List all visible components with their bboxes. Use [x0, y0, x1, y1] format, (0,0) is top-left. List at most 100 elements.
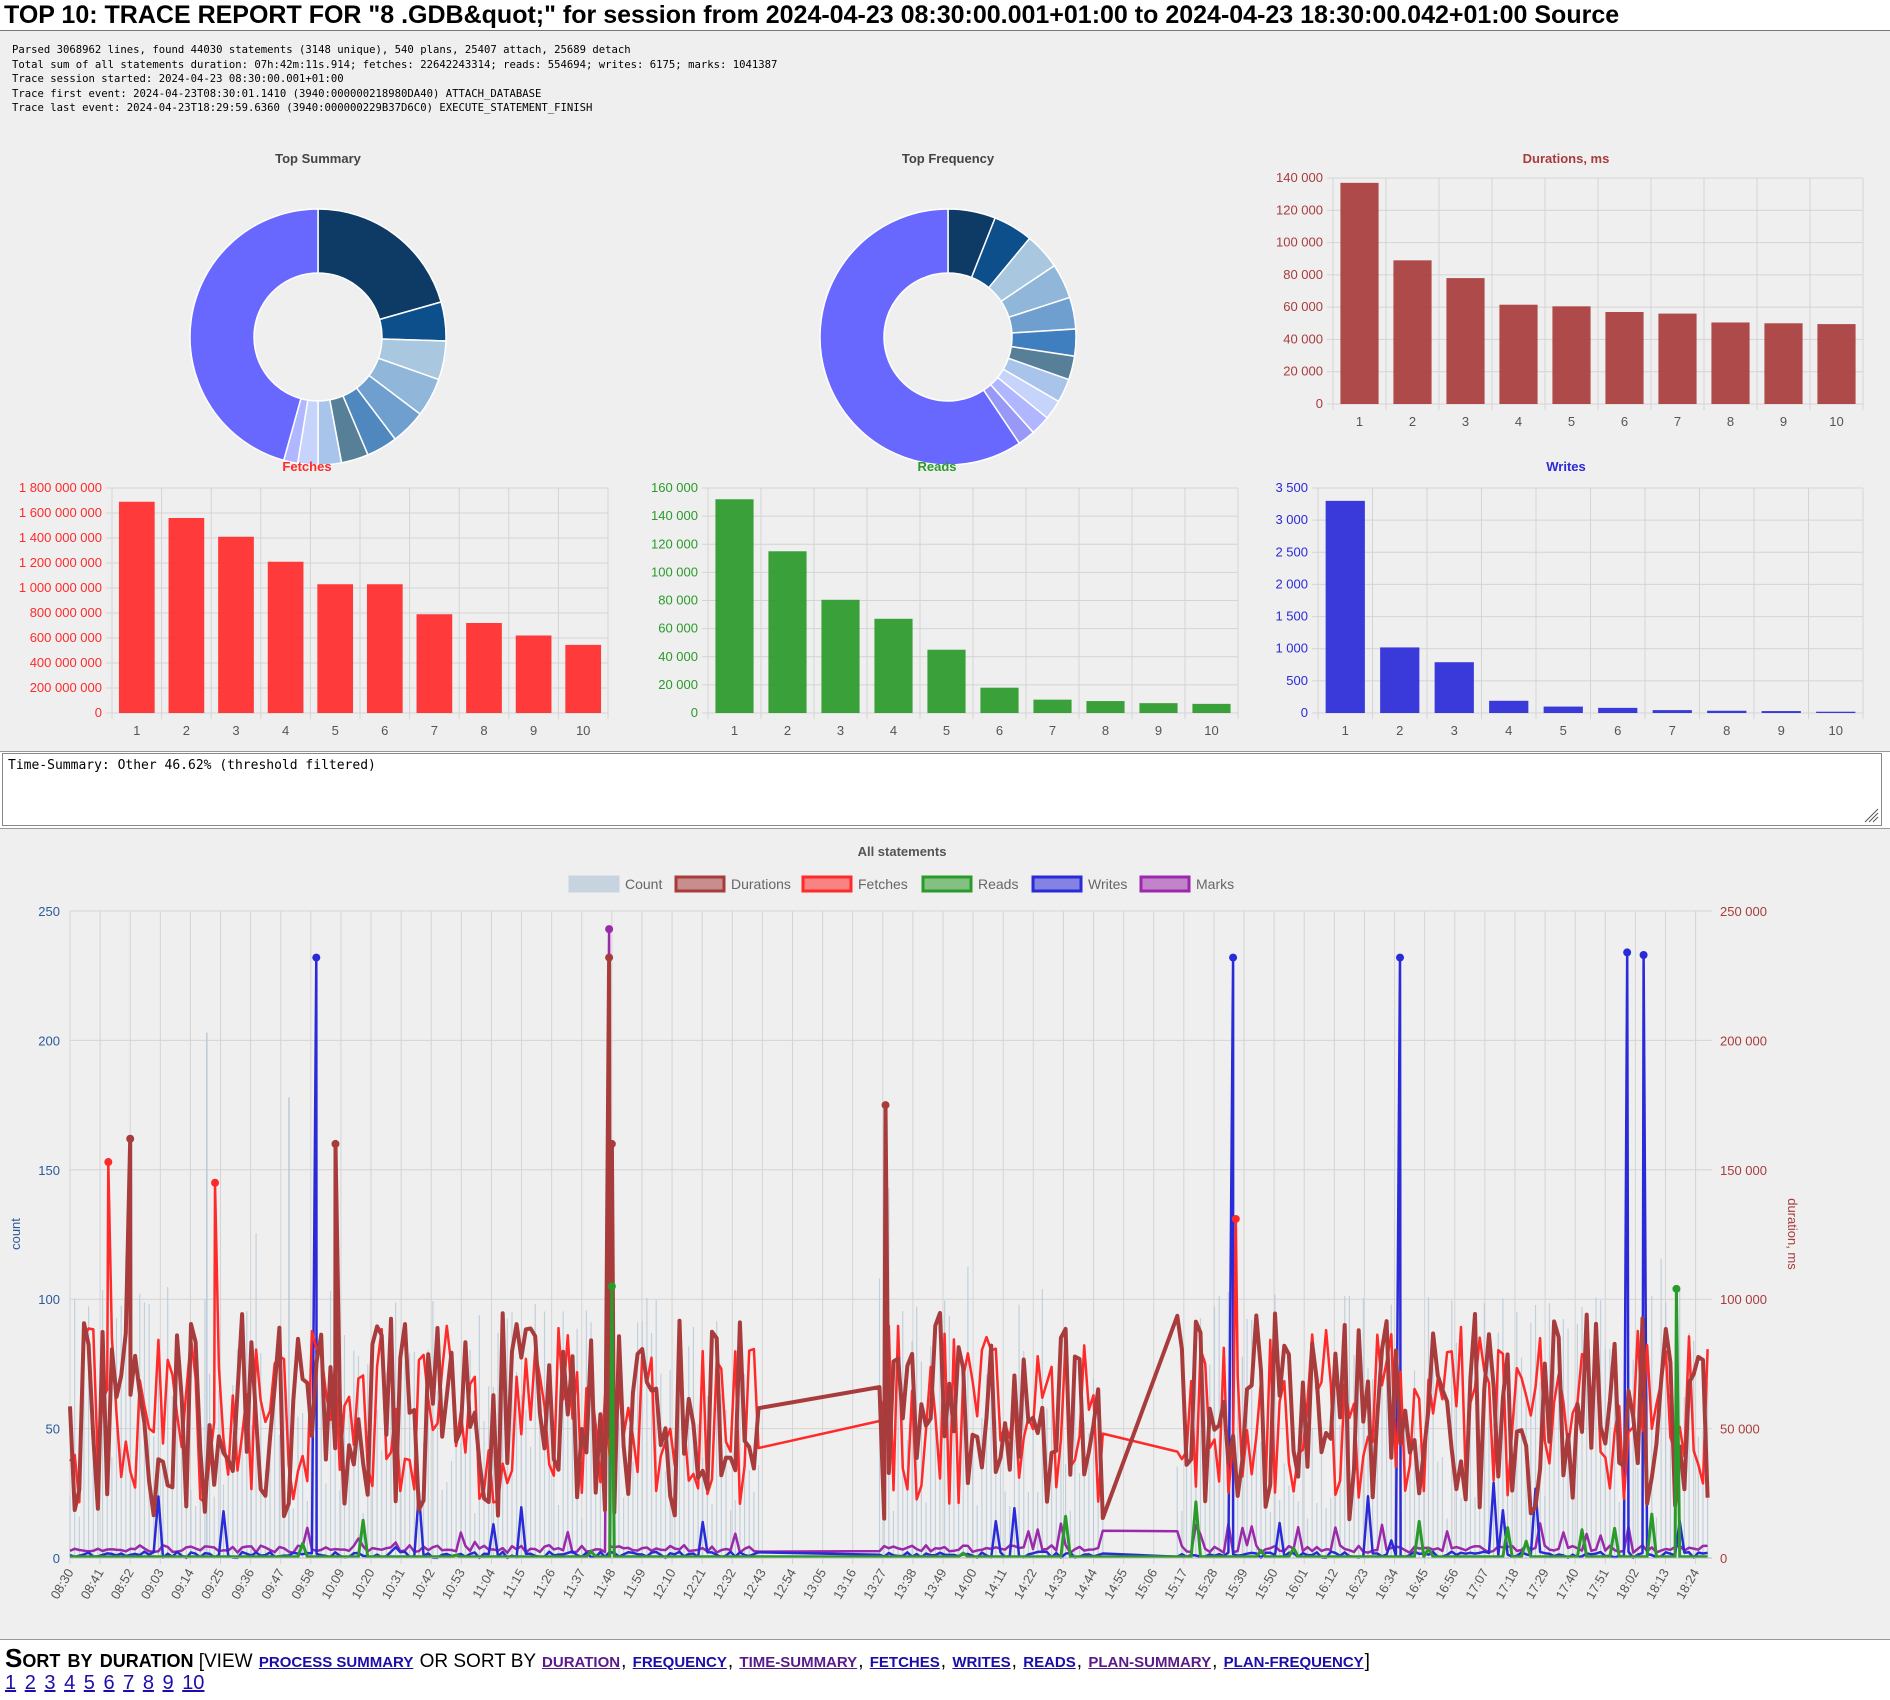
x-tick-label: 13:49 [920, 1566, 949, 1602]
durations-xtick-label: 9 [1780, 414, 1787, 429]
sort-link-writes[interactable]: writes [952, 1654, 1011, 1671]
left-ytick-label: 0 [53, 1551, 60, 1566]
fetches-ytick-label: 800 000 000 [30, 605, 102, 620]
sort-section: Sort by duration [view process summary o… [5, 1643, 1370, 1673]
x-tick-label: 18:13 [1643, 1566, 1672, 1602]
x-tick-label: 13:16 [830, 1566, 859, 1602]
page-link-2[interactable]: 2 [24, 1672, 36, 1694]
left-ytick-label: 250 [38, 904, 60, 919]
legend-swatch [674, 875, 726, 893]
sort-link-plan-summary[interactable]: plan-summary [1088, 1654, 1212, 1671]
durations-line [68, 955, 1710, 1522]
durations-chart: Durations, ms 0 20 000 40 000 60 000 80 000 10… [1276, 151, 1864, 429]
durations-title: Durations, ms [1523, 151, 1610, 166]
durations-ytick-label: 40 000 [1283, 331, 1323, 346]
reads-bar [768, 551, 807, 713]
marks-peak-point [605, 925, 614, 934]
reads-ytick-label: 140 000 [651, 508, 698, 523]
fetches-bar [317, 584, 354, 713]
reads-ytick-label: 40 000 [658, 649, 698, 664]
reads-line [70, 1284, 1708, 1559]
sort-link-duration[interactable]: duration [542, 1654, 621, 1671]
reads-ytick-label: 100 000 [651, 564, 698, 579]
page-link-8[interactable]: 8 [142, 1672, 154, 1694]
or-sort-by-text: or sort by [419, 1651, 536, 1672]
durations-bar [1817, 324, 1856, 404]
page-link-5[interactable]: 5 [83, 1672, 95, 1694]
page-link-1[interactable]: 1 [5, 1672, 17, 1694]
writes-bar [1489, 700, 1529, 713]
resize-handle-icon[interactable] [1861, 805, 1879, 823]
x-tick-label: 15:39 [1221, 1566, 1250, 1602]
writes-bar [1816, 711, 1856, 713]
fetches-peak-point [211, 1178, 220, 1187]
durations-bar [1393, 260, 1432, 404]
writes-bar [1380, 647, 1420, 713]
stats-block: Parsed 3068962 lines, found 44030 statem… [12, 43, 777, 116]
durations-xtick-label: 7 [1674, 414, 1681, 429]
fetches-ytick-label: 200 000 000 [30, 680, 102, 695]
legend-label: Fetches [858, 876, 908, 892]
reads-chart: Reads 0 20 000 40 000 60 000 80 000 100 000 120… [651, 459, 1239, 738]
page-link-4[interactable]: 4 [64, 1672, 76, 1694]
writes-ytick-label: 1 500 [1275, 609, 1308, 624]
top-summary-slice [189, 208, 319, 462]
x-tick-label: 08:30 [47, 1566, 76, 1602]
x-tick-label: 09:58 [288, 1566, 317, 1602]
writes-xtick-label: 8 [1723, 723, 1730, 738]
fetches-bar [565, 644, 602, 713]
all-statements-plot: All statements Count Durations Fetches Reads… [8, 844, 1800, 1602]
stats-line: Total sum of all statements duration: 07… [12, 58, 778, 71]
process-summary-link[interactable]: process summary [258, 1654, 414, 1671]
reads-title: Reads [917, 459, 956, 474]
writes-peak-point [1623, 948, 1632, 957]
writes-ytick-label: 0 [1301, 705, 1308, 720]
x-tick-label: 10:53 [439, 1566, 468, 1602]
page-link-9[interactable]: 9 [162, 1672, 174, 1694]
writes-bar [1543, 706, 1583, 713]
x-tick-label: 13:05 [800, 1566, 829, 1602]
durations-ytick-label: 20 000 [1283, 364, 1323, 379]
writes-bar [1761, 711, 1801, 713]
x-tick-label: 14:55 [1101, 1566, 1130, 1602]
sort-link-reads[interactable]: reads [1023, 1654, 1076, 1671]
x-tick-label: 11:15 [499, 1566, 528, 1601]
durations-ytick-label: 80 000 [1283, 267, 1323, 282]
page-link-10[interactable]: 10 [182, 1672, 205, 1694]
sort-link-fetches[interactable]: fetches [869, 1654, 940, 1671]
x-tick-label: 17:18 [1492, 1566, 1521, 1602]
time-summary-textarea[interactable]: Time-Summary: Other 46.62% (threshold fi… [2, 753, 1882, 826]
sort-link-frequency[interactable]: frequency [632, 1654, 727, 1671]
x-tick-label: 08:41 [77, 1566, 106, 1602]
reads-xtick-label: 9 [1155, 723, 1162, 738]
fetches-ytick-label: 1 200 000 000 [19, 555, 102, 570]
x-tick-label: 14:22 [1011, 1566, 1040, 1602]
fetches-ytick-label: 1 600 000 000 [19, 505, 102, 520]
durations-ytick-label: 140 000 [1276, 170, 1323, 185]
x-tick-label: 12:54 [770, 1566, 799, 1602]
fetches-bar [416, 614, 453, 713]
fetches-ytick-label: 1 400 000 000 [19, 530, 102, 545]
writes-ytick-label: 3 000 [1275, 512, 1308, 527]
reads-bar [980, 687, 1019, 713]
fetches-xtick-label: 7 [431, 723, 438, 738]
page-link-7[interactable]: 7 [123, 1672, 135, 1694]
summary-panel: Parsed 3068962 lines, found 44030 statem… [0, 30, 1890, 752]
x-tick-label: 10:42 [409, 1566, 438, 1602]
durations-peak-point [331, 1139, 340, 1148]
reads-xtick-label: 1 [731, 723, 738, 738]
x-tick-label: 15:28 [1191, 1566, 1220, 1602]
x-tick-label: 15:06 [1131, 1566, 1160, 1602]
stats-line: Trace session started: 2024-04-23 08:30:… [12, 73, 344, 85]
fetches-xtick-label: 4 [282, 723, 289, 738]
sort-link-time-summary[interactable]: time-summary [739, 1654, 858, 1671]
x-tick-label: 14:00 [950, 1566, 979, 1602]
page-link-3[interactable]: 3 [44, 1672, 56, 1694]
durations-xtick-label: 1 [1356, 414, 1363, 429]
reads-ytick-label: 80 000 [658, 593, 698, 608]
view-prefix: [view [198, 1651, 253, 1672]
page-link-6[interactable]: 6 [103, 1672, 115, 1694]
sort-link-plan-frequency[interactable]: plan-frequency [1223, 1654, 1364, 1671]
left-axis-label: count [8, 1218, 23, 1250]
writes-xtick-label: 7 [1669, 723, 1676, 738]
